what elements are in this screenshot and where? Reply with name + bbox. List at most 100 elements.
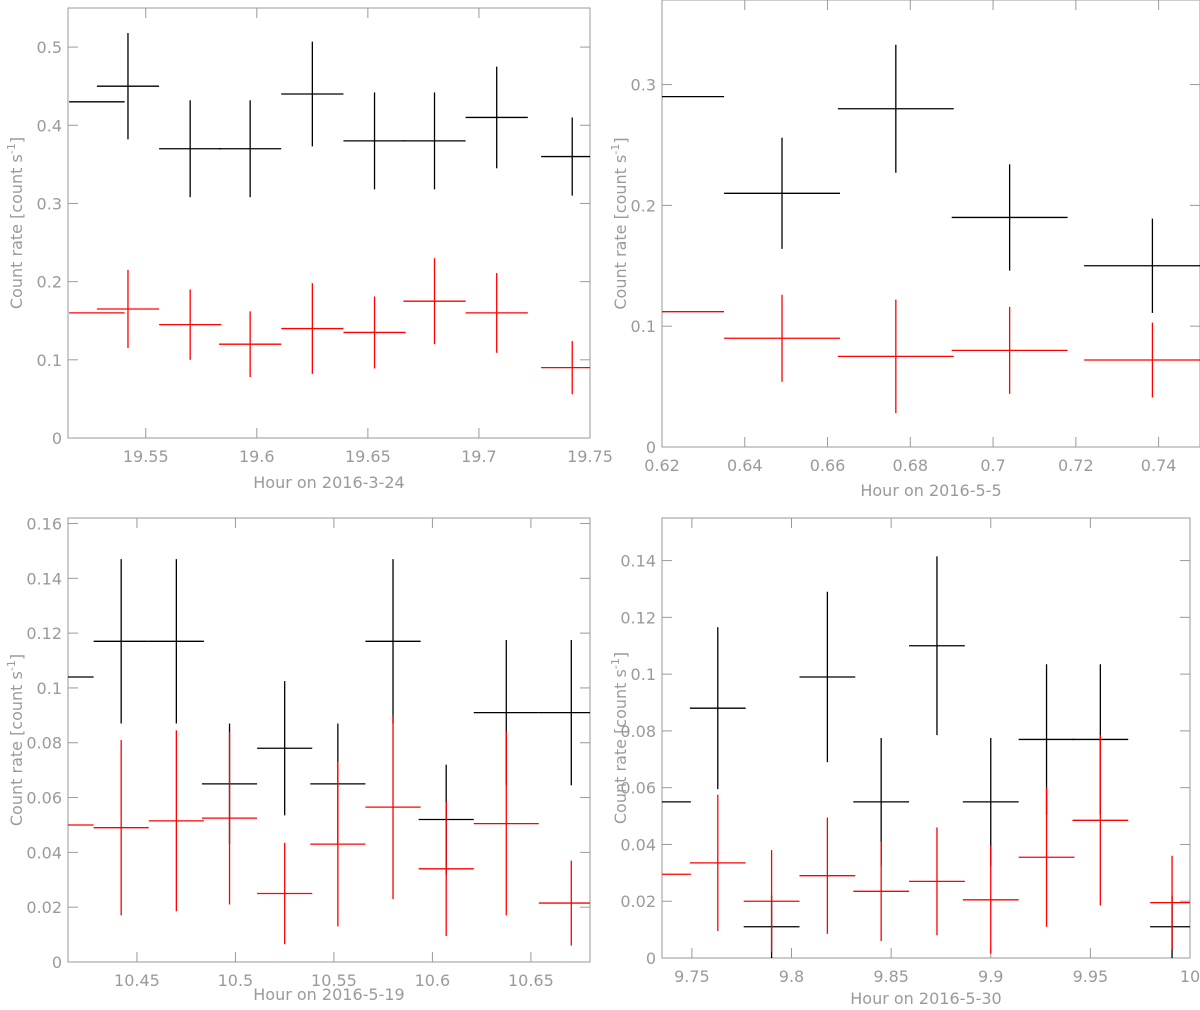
data-point: [96, 33, 160, 140]
y-tick-label: 0.02: [620, 892, 656, 911]
data-point: [541, 117, 590, 196]
data-point: [365, 559, 421, 724]
y-tick-label: 0.12: [620, 608, 656, 627]
y-tick-label: 0.12: [26, 624, 62, 643]
panel-2-y-axis-label-sup: -1: [609, 144, 622, 155]
x-tick-label: 10: [1180, 967, 1200, 986]
data-point: [148, 730, 204, 912]
data-point: [1084, 322, 1200, 398]
data-point: [93, 740, 149, 916]
data-point: [743, 850, 800, 953]
y-tick-label: 0.3: [631, 76, 656, 95]
panel-2-marks: [662, 44, 1200, 414]
panel-2-x-axis-label: Hour on 2016-5-5: [860, 481, 1001, 500]
y-tick-label: 0.14: [26, 569, 62, 588]
x-tick-label: 0.62: [644, 456, 680, 475]
data-point: [465, 66, 528, 169]
data-point: [281, 283, 344, 374]
data-point: [951, 164, 1068, 271]
data-point: [343, 296, 406, 369]
data-point: [159, 100, 222, 198]
data-point: [473, 731, 539, 916]
data-point: [257, 681, 313, 816]
panel-1-y-axis-label-sup: -1: [5, 143, 18, 154]
x-tick-label: 19.55: [123, 447, 169, 466]
panel-4-y-axis-label-main: Count rate [count s: [611, 669, 630, 824]
panel-4-y-axis-label-end: ]: [611, 652, 630, 658]
data-point: [909, 556, 965, 736]
x-tick-label: 0.74: [1141, 456, 1177, 475]
panel-4-frame: [661, 517, 1191, 959]
data-point: [799, 591, 856, 763]
panel-3: 10.45 10.5 10.55 10.6 10.65 0 0.02 0.04 0.06 0.08…: [5, 514, 591, 1004]
x-tick-label: 0.68: [892, 456, 928, 475]
panel-3-ticks: 10.45 10.5 10.55 10.6 10.65 0 0.02 0.04 0.06 0.08…: [26, 514, 590, 990]
data-point: [724, 137, 840, 249]
y-tick-label: 0.1: [37, 679, 62, 698]
x-tick-label: 10.6: [415, 971, 451, 990]
y-tick-label: 0.14: [620, 552, 656, 571]
x-tick-label: 0.7: [980, 456, 1005, 475]
x-tick-label: 10.45: [114, 971, 160, 990]
data-point: [962, 738, 1019, 866]
y-tick-label: 0.4: [37, 116, 62, 135]
data-point: [962, 845, 1019, 954]
x-tick-label: 9.95: [1073, 967, 1109, 986]
y-tick-label: 0.5: [37, 38, 62, 57]
panel-3-marks: [68, 559, 590, 946]
x-tick-label: 9.8: [779, 967, 804, 986]
data-point: [257, 842, 313, 945]
data-point: [418, 801, 474, 936]
panel-3-frame: [67, 517, 591, 963]
x-tick-label: 19.7: [461, 447, 497, 466]
data-point: [853, 841, 910, 941]
data-point: [689, 627, 746, 790]
data-point: [909, 827, 965, 936]
series-1: [69, 33, 590, 198]
data-point: [219, 311, 282, 378]
data-point: [689, 794, 746, 932]
series-2: [69, 258, 590, 395]
data-point: [541, 341, 590, 395]
data-point: [343, 92, 406, 190]
data-point: [1072, 735, 1129, 906]
x-tick-label: 19.6: [239, 447, 275, 466]
y-tick-label: 0: [52, 429, 62, 448]
y-tick-label: 0.1: [631, 665, 656, 684]
y-tick-label: 0.04: [620, 835, 656, 854]
panel-2: 0.62 0.64 0.66 0.68 0.7 0.72 0.74 0 0.1 0.2 0.3 Ho…: [609, 0, 1200, 500]
y-tick-label: 0.2: [631, 196, 656, 215]
panel-4-y-axis-label-sup: -1: [609, 658, 622, 669]
panel-3-y-axis-label-end: ]: [7, 654, 26, 660]
data-point: [1018, 787, 1075, 927]
data-point: [799, 817, 856, 934]
panel-3-y-axis-label: Count rate [count s-1]: [5, 654, 26, 826]
x-tick-label: 10.65: [508, 971, 554, 990]
panel-4-ticks: 9.75 9.8 9.85 9.9 9.95 10 0 0.02 0.04 0.06 0.08 0.1…: [620, 518, 1200, 986]
data-point: [538, 860, 590, 946]
data-point: [837, 299, 954, 414]
panel-1-y-axis-label-main: Count rate [count s: [7, 154, 26, 309]
y-tick-label: 0: [52, 953, 62, 972]
data-point: [96, 269, 160, 349]
y-tick-label: 0.06: [620, 779, 656, 798]
y-tick-label: 0.3: [37, 194, 62, 213]
data-point: [724, 294, 840, 382]
panel-2-frame: [661, 0, 1200, 448]
panel-1-ticks: 19.55 19.6 19.65 19.7 19.75 0 0.1 0.2 0.3 0.4 0.5: [37, 8, 613, 466]
panel-2-y-axis-label-main: Count rate [count s: [611, 155, 630, 310]
data-point: [951, 306, 1068, 394]
panel-1-frame: [67, 7, 591, 439]
panel-1-marks: [69, 33, 590, 395]
x-tick-label: 10.55: [311, 971, 357, 990]
x-tick-label: 0.66: [810, 456, 846, 475]
y-tick-label: 0.2: [37, 273, 62, 292]
data-point: [465, 273, 528, 353]
x-tick-label: 10.5: [218, 971, 254, 990]
panel-1-x-axis-label: Hour on 2016-3-24: [253, 473, 404, 492]
x-tick-label: 9.9: [978, 967, 1003, 986]
panel-3-y-axis-label-sup: -1: [5, 660, 18, 671]
panel-4-y-axis-label: Count rate [count s-1]: [609, 652, 630, 824]
x-tick-label: 19.65: [345, 447, 391, 466]
